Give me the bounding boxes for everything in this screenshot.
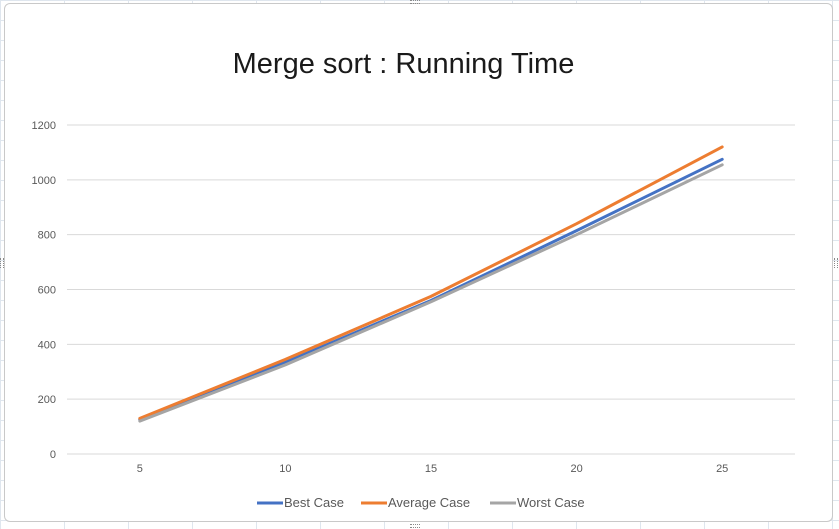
y-tick-label: 400 xyxy=(38,339,56,351)
y-tick-label: 1200 xyxy=(32,120,56,132)
resize-handle-right[interactable] xyxy=(834,258,838,268)
series-line-average-case[interactable] xyxy=(138,145,724,420)
y-tick-label: 0 xyxy=(50,449,56,461)
resize-handle-left[interactable] xyxy=(0,258,4,268)
chart-area[interactable]: Merge sort : Running Time xyxy=(4,3,833,522)
y-tick-label: 800 xyxy=(38,230,56,242)
series-line-worst-case[interactable] xyxy=(138,163,724,423)
y-tick-label: 200 xyxy=(38,394,56,406)
legend-label[interactable]: Worst Case xyxy=(517,495,585,510)
legend-label[interactable]: Best Case xyxy=(284,495,344,510)
resize-handle-bottom[interactable] xyxy=(410,524,420,528)
x-tick-label: 10 xyxy=(279,463,291,475)
chart-title[interactable]: Merge sort : Running Time xyxy=(232,48,575,80)
y-tick-label: 600 xyxy=(38,285,56,297)
x-tick-label: 20 xyxy=(570,463,582,475)
legend-label[interactable]: Average Case xyxy=(388,495,470,510)
resize-handle-top[interactable] xyxy=(410,0,420,4)
y-tick-label: 1000 xyxy=(32,175,56,187)
x-tick-label: 5 xyxy=(137,463,143,475)
x-tick-label: 15 xyxy=(425,463,437,475)
x-tick-label: 25 xyxy=(716,463,728,475)
